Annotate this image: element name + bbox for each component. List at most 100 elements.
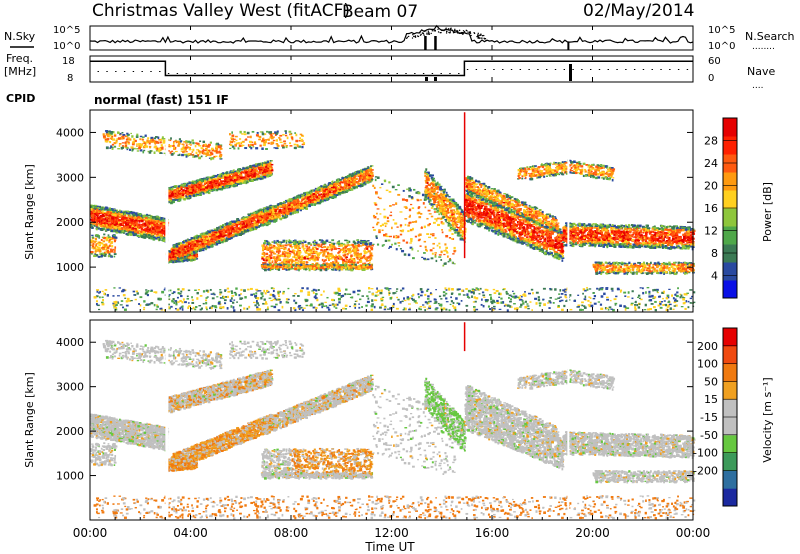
power-cell [104, 244, 107, 246]
power-cell [191, 246, 194, 248]
power-cell [204, 183, 206, 185]
nave-dot [326, 73, 327, 74]
power-cell [185, 191, 187, 193]
power-cell [129, 224, 131, 225]
nave-dot [669, 69, 670, 70]
power-cell [251, 220, 253, 222]
power-cell [200, 250, 202, 251]
noise-search-dot [415, 37, 416, 38]
power-cell [202, 188, 205, 190]
nave-dot [484, 69, 485, 70]
noise-search-dot [426, 33, 427, 34]
power-cell [138, 223, 140, 225]
power-cell [241, 233, 243, 235]
power-cell [248, 214, 251, 215]
freq-line [90, 61, 693, 75]
power-cell [91, 235, 93, 236]
freq-left-tick-top: 18 [62, 56, 75, 67]
date-label: 02/May/2014 [583, 1, 695, 21]
nave-dot [142, 71, 143, 72]
power-cell [180, 248, 182, 250]
power-cell [113, 231, 115, 232]
power-cell [121, 220, 124, 222]
power-cell [207, 176, 209, 177]
power-cell [225, 239, 228, 242]
power-cell [208, 244, 210, 246]
power-cell [97, 207, 99, 209]
power-cell [110, 212, 112, 214]
power-cell [94, 241, 97, 243]
power-cell [122, 230, 125, 232]
noise-search-dot [438, 31, 439, 32]
figure: Christmas Valley West (fitACF) Beam 07 0… [0, 0, 800, 554]
power-cell [118, 230, 120, 232]
power-cell [126, 212, 128, 214]
power-cell [255, 216, 257, 217]
power-cell [244, 226, 247, 228]
nave-dot [344, 73, 345, 74]
noise-search-dot [446, 31, 447, 32]
power-cell [108, 236, 111, 237]
nave-dot [652, 69, 653, 70]
power-cell [108, 216, 110, 218]
power-cell [148, 215, 151, 216]
power-cell [132, 214, 135, 216]
power-cell [178, 259, 180, 261]
power-cell [256, 214, 259, 215]
power-cell [196, 194, 199, 195]
power-cell [101, 229, 104, 231]
power-cell [211, 239, 213, 240]
power-cell [99, 251, 101, 252]
power-cell [113, 221, 115, 223]
power-cell [216, 189, 218, 191]
power-cell [91, 251, 94, 253]
power-cell [118, 219, 121, 221]
power-cell [101, 222, 103, 225]
nave-dot [115, 71, 116, 72]
power-cell [209, 240, 211, 241]
power-cell [202, 241, 204, 242]
nave-dot [502, 69, 503, 70]
power-cell [102, 214, 104, 216]
power-cell [213, 189, 215, 191]
power-cell [98, 244, 101, 246]
power-cell [149, 216, 152, 218]
power-cell [196, 247, 198, 249]
power-cell [182, 259, 184, 260]
power-cell [101, 239, 103, 241]
nave-label: Nave [747, 65, 775, 78]
noise-search-dot [433, 30, 434, 31]
power-cell [91, 215, 94, 218]
noise-search-dot [420, 35, 421, 36]
power-cell [112, 239, 114, 240]
nave-dot [238, 73, 239, 74]
noise-search-dots [406, 28, 569, 50]
noise-search-dot [446, 32, 447, 33]
power-cell [112, 211, 115, 213]
power-cell [175, 248, 178, 250]
power-cell [174, 258, 176, 260]
power-cell [107, 246, 109, 248]
power-cell [230, 227, 232, 229]
power-cell [214, 228, 217, 229]
power-cell [173, 246, 175, 248]
power-cell [91, 253, 93, 254]
power-cell [196, 236, 198, 238]
power-cell [144, 223, 146, 225]
noise-search-dot [448, 32, 449, 33]
noise-search-dot [412, 37, 413, 38]
nave-dot [687, 69, 688, 70]
nave-dot [467, 69, 468, 70]
noise-search-dot [481, 38, 482, 39]
power-cell [256, 173, 258, 175]
power-cell [119, 210, 121, 212]
power-cell [105, 216, 107, 217]
power-cell [96, 234, 99, 236]
noise-search-dot [413, 36, 414, 37]
power-cell [222, 232, 225, 234]
noise-search-dot [465, 32, 466, 33]
power-cell [163, 223, 165, 225]
freq-right-tick-bottom: 0 [708, 73, 714, 84]
power-cell [93, 205, 95, 206]
